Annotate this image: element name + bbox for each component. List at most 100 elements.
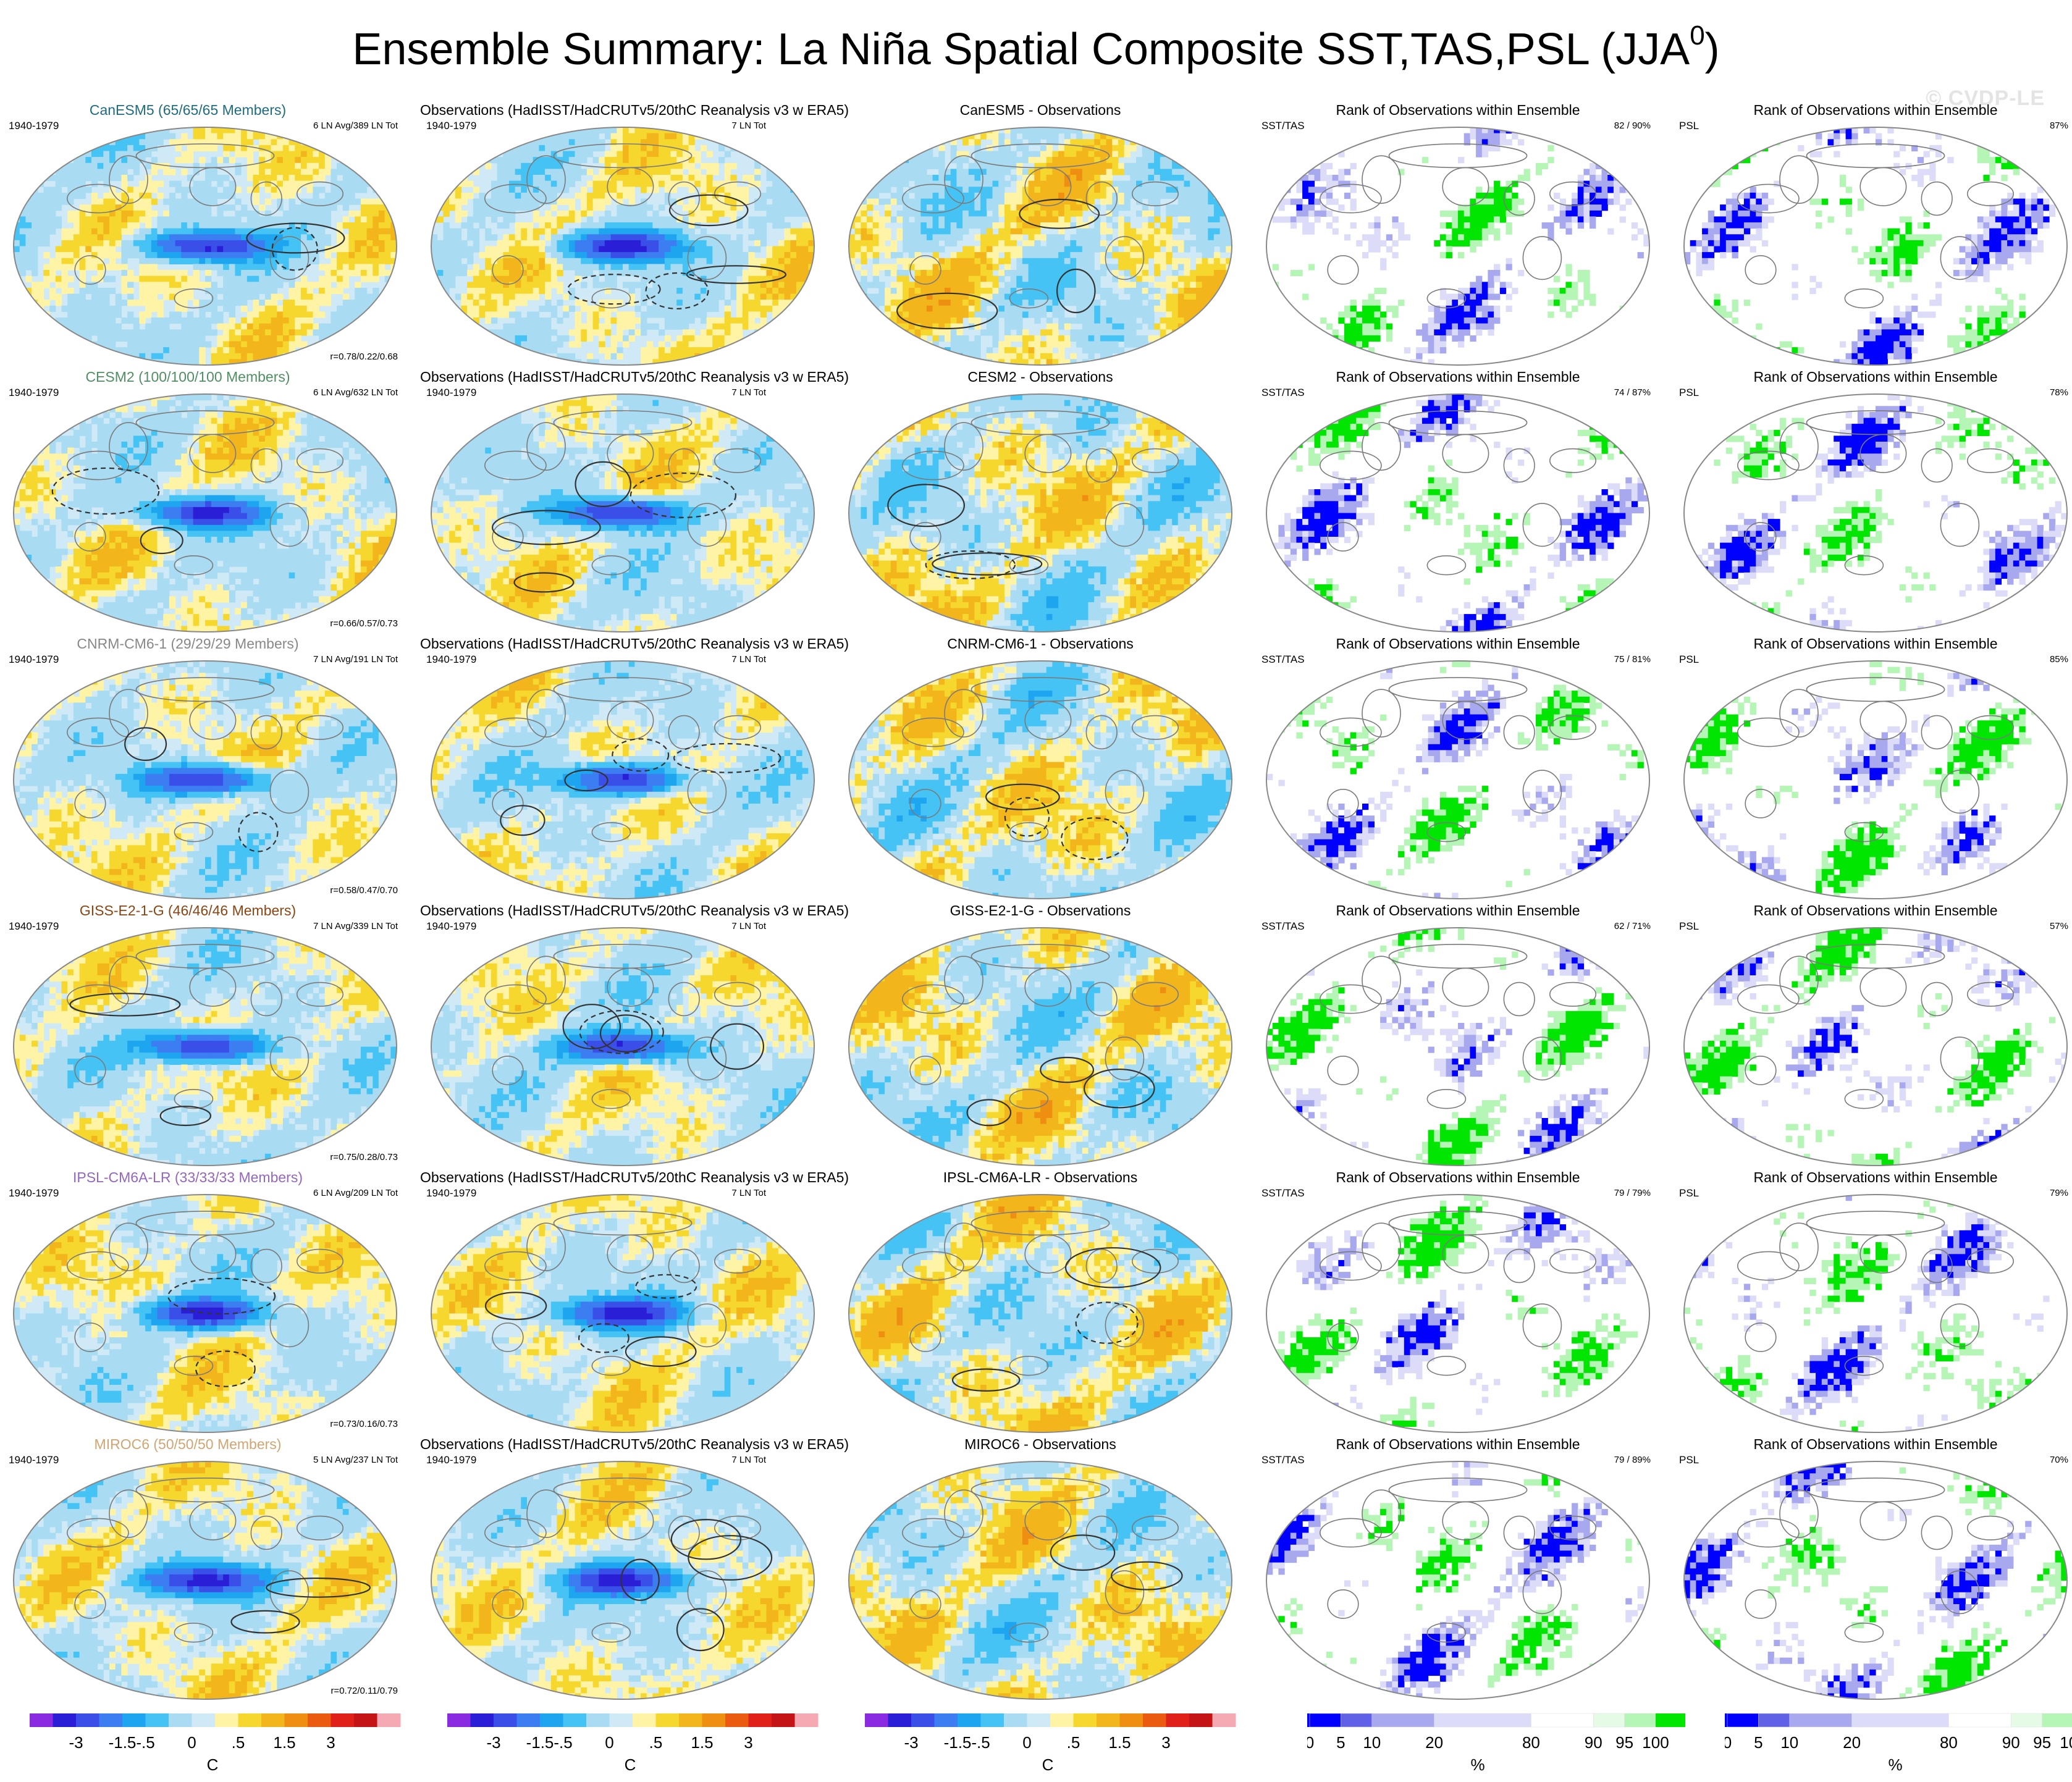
colorbar-swatch: [1189, 1713, 1213, 1727]
global-map: [13, 927, 397, 1166]
colorbar-tick-label: 20: [1843, 1733, 1861, 1752]
model-panel: IPSL-CM6A-LR (33/33/33 Members) 1940-1979…: [9, 1169, 416, 1435]
rank-sst-panel: Rank of Observations within Ensemble SST/…: [1261, 368, 1669, 635]
global-map: [848, 660, 1232, 899]
rank-percent: 79%: [2050, 1187, 2068, 1200]
map-border: [1683, 927, 2068, 1166]
colorbar-swatch: [308, 1713, 331, 1727]
model-title: CanESM5 (65/65/65 Members): [0, 101, 379, 119]
map-border: [1683, 127, 2068, 366]
rank-title: Rank of Observations within Ensemble: [1261, 635, 1654, 652]
colorbar-swatch: [911, 1713, 935, 1727]
diff-title: GISS-E2-1-G - Observations: [844, 902, 1237, 919]
global-map: [1683, 660, 2068, 899]
rank-psl-panel: Rank of Observations within Ensemble PSL 8…: [1679, 635, 2072, 902]
pattern-correlation: r=0.58/0.47/0.70: [330, 885, 398, 897]
colorbar-swatch: [1119, 1713, 1143, 1727]
map-border: [431, 127, 815, 366]
map-border: [1683, 1461, 2068, 1700]
obs-panel: Observations (HadISST/HadCRUTv5/20thC Re…: [420, 635, 849, 902]
map-border: [13, 127, 397, 366]
colorbar-swatch: [725, 1713, 749, 1727]
colorbar-swatch: [494, 1713, 517, 1727]
rank-title: Rank of Observations within Ensemble: [1679, 902, 2072, 919]
period-label: 1940-1979: [9, 387, 59, 399]
diff-panel: IPSL-CM6A-LR - Observations: [844, 1169, 1252, 1435]
colorbar-swatch: [748, 1713, 772, 1727]
temp-colorbar: -3 -1.5 -.5 0.5 1.5 3 C: [27, 1711, 423, 1779]
model-title: CESM2 (100/100/100 Members): [0, 368, 379, 385]
map-border: [13, 1461, 397, 1700]
map-border: [1266, 127, 1650, 366]
rank-variable: SST/TAS: [1261, 1187, 1305, 1200]
global-map: [848, 393, 1232, 633]
rank-variable: PSL: [1679, 1187, 1699, 1200]
colorbar-swatch: [1073, 1713, 1097, 1727]
rank-variable: PSL: [1679, 387, 1699, 399]
rank-colorbar: 0 5 10 20 80 90 95 100%: [1698, 1711, 2072, 1779]
colorbar-tick-label: -.5: [136, 1733, 154, 1752]
rank-psl-panel: Rank of Observations within Ensemble PSL 7…: [1679, 368, 2072, 635]
rank-title: Rank of Observations within Ensemble: [1679, 368, 2072, 385]
map-border: [1683, 1194, 2068, 1433]
colorbar-tick-label: 10: [1363, 1733, 1381, 1752]
obs-title: Observations (HadISST/HadCRUTv5/20thC Re…: [420, 368, 849, 385]
period-label: 1940-1979: [426, 920, 476, 933]
global-map: [431, 660, 815, 899]
colorbar-svg: 0 5 10 20 80 90 95 100: [1307, 1713, 1685, 1752]
rank-variable: PSL: [1679, 1454, 1699, 1466]
ln-count: 6 LN Avg/209 LN Tot: [313, 1187, 398, 1200]
colorbar-tick-label: 1.5: [1108, 1733, 1131, 1752]
global-map: [1683, 393, 2068, 633]
rank-sst-panel: Rank of Observations within Ensemble SST/…: [1261, 1435, 1669, 1702]
rank-sst-panel: Rank of Observations within Ensemble SST/…: [1261, 1169, 1669, 1435]
pattern-correlation: r=0.78/0.22/0.68: [330, 351, 398, 363]
colorbar-swatch: [1097, 1713, 1120, 1727]
global-map: [13, 127, 397, 366]
colorbar-tick-label: 80: [1940, 1733, 1958, 1752]
period-label: 1940-1979: [426, 387, 476, 399]
colorbar-tick-label: 1.5: [273, 1733, 295, 1752]
colorbar-tick-label: 0: [1022, 1733, 1031, 1752]
period-label: 1940-1979: [9, 654, 59, 666]
global-map: [848, 127, 1232, 366]
colorbar-unit: C: [15, 1755, 410, 1775]
colorbar-swatch: [354, 1713, 377, 1727]
map-border: [13, 393, 397, 633]
global-map: [848, 927, 1232, 1166]
global-map: [13, 660, 397, 899]
rank-title: Rank of Observations within Ensemble: [1261, 368, 1654, 385]
temp-colorbar: -3 -1.5 -.5 0.5 1.5 3 C: [862, 1711, 1258, 1779]
model-title: GISS-E2-1-G (46/46/46 Members): [0, 902, 379, 919]
model-panel: CanESM5 (65/65/65 Members) 1940-1979 6 LN …: [9, 101, 416, 368]
colorbar-swatch: [331, 1713, 355, 1727]
map-border: [848, 393, 1232, 633]
ln-count: 5 LN Avg/237 LN Tot: [313, 1454, 398, 1466]
colorbar-swatch: [1948, 1713, 2011, 1728]
diff-title: CanESM5 - Observations: [844, 101, 1237, 119]
colorbar-tick-label: 20: [1425, 1733, 1443, 1752]
global-map: [1683, 127, 2068, 366]
period-label: 1940-1979: [426, 1454, 476, 1466]
colorbar-swatch: [1434, 1713, 1532, 1728]
colorbar-tick-label: -1.5: [526, 1733, 554, 1752]
colorbar-tick-label: 5: [1754, 1733, 1762, 1752]
rank-percent: 79 / 89%: [1614, 1454, 1651, 1466]
rank-variable: SST/TAS: [1261, 387, 1305, 399]
diff-panel: GISS-E2-1-G - Observations: [844, 902, 1252, 1169]
colorbar-swatch: [122, 1713, 146, 1727]
diff-title: MIROC6 - Observations: [844, 1435, 1237, 1453]
pattern-correlation: r=0.66/0.57/0.73: [330, 618, 398, 630]
map-border: [13, 927, 397, 1166]
map-border: [13, 1194, 397, 1433]
colorbar-tick-label: -3: [69, 1733, 83, 1752]
map-border: [1266, 927, 1650, 1166]
rank-title: Rank of Observations within Ensemble: [1261, 902, 1654, 919]
pattern-correlation: r=0.72/0.11/0.79: [331, 1685, 398, 1697]
global-map: [13, 393, 397, 633]
diff-title: CNRM-CM6-1 - Observations: [844, 635, 1237, 652]
colorbar-swatch: [702, 1713, 726, 1727]
map-border: [1266, 1194, 1650, 1433]
global-map: [1266, 393, 1650, 633]
obs-panel: Observations (HadISST/HadCRUTv5/20thC Re…: [420, 1169, 849, 1435]
